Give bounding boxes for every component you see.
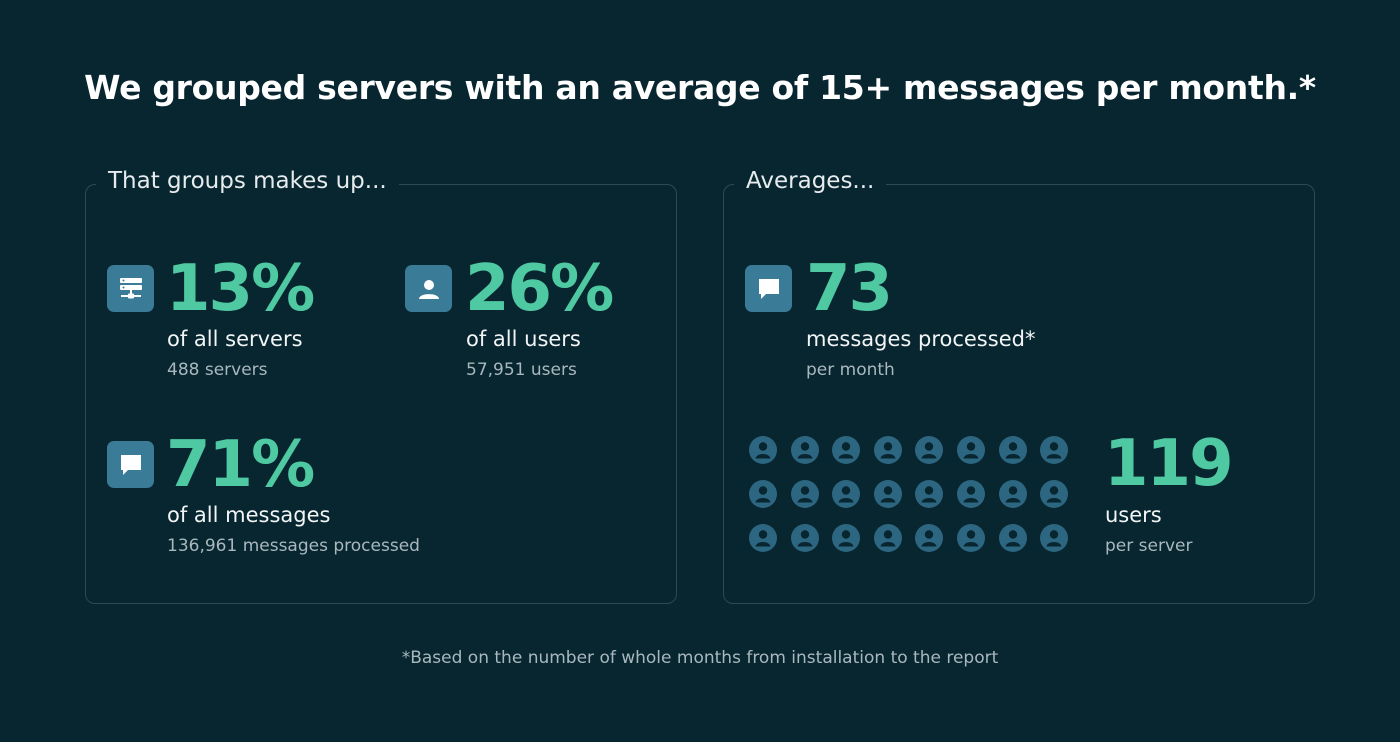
person-icon bbox=[915, 480, 944, 508]
person-icon bbox=[956, 436, 985, 464]
stat-messages-label: of all messages bbox=[167, 503, 331, 527]
message-icon bbox=[107, 441, 154, 488]
stat-messages-value: 71% bbox=[166, 428, 315, 502]
avg-users-value: 119 bbox=[1104, 427, 1234, 501]
person-icon bbox=[749, 524, 777, 552]
person-icon bbox=[998, 436, 1027, 464]
person-icon bbox=[832, 480, 861, 508]
person-icon bbox=[1040, 480, 1069, 508]
person-icon bbox=[998, 480, 1027, 508]
people-grid-icon bbox=[748, 435, 1069, 553]
person-icon bbox=[749, 436, 777, 464]
left-panel: That groups makes up... 13% of all serve… bbox=[85, 168, 677, 604]
person-icon bbox=[1040, 524, 1069, 552]
person-icon bbox=[873, 436, 902, 464]
avg-messages-label: messages processed* bbox=[806, 327, 1036, 351]
headline: We grouped servers with an average of 15… bbox=[84, 68, 1316, 107]
avg-messages-detail: per month bbox=[806, 360, 895, 380]
stat-users-label: of all users bbox=[466, 327, 581, 351]
stat-servers-label: of all servers bbox=[167, 327, 303, 351]
person-icon bbox=[956, 524, 985, 552]
person-icon bbox=[832, 436, 861, 464]
left-panel-title: That groups makes up... bbox=[96, 168, 399, 194]
stat-users-value: 26% bbox=[465, 252, 614, 326]
person-icon bbox=[873, 480, 902, 508]
stat-servers-detail: 488 servers bbox=[167, 360, 268, 380]
right-panel: Averages... 73 messages processed* per m… bbox=[723, 168, 1315, 604]
avg-users-label: users bbox=[1105, 503, 1162, 527]
stat-users-detail: 57,951 users bbox=[466, 360, 577, 380]
message-icon bbox=[745, 265, 792, 312]
person-icon bbox=[915, 436, 944, 464]
stat-messages-detail: 136,961 messages processed bbox=[167, 536, 420, 556]
avg-messages-value: 73 bbox=[806, 252, 893, 326]
person-icon bbox=[790, 524, 819, 552]
user-icon bbox=[405, 265, 452, 312]
person-icon bbox=[749, 480, 777, 508]
person-icon bbox=[790, 480, 819, 508]
person-icon bbox=[915, 524, 944, 552]
person-icon bbox=[1040, 436, 1069, 464]
avg-users-detail: per server bbox=[1105, 536, 1193, 556]
person-icon bbox=[998, 524, 1027, 552]
person-icon bbox=[790, 436, 819, 464]
person-icon bbox=[956, 480, 985, 508]
stat-servers-value: 13% bbox=[166, 252, 315, 326]
person-icon bbox=[832, 524, 861, 552]
person-icon bbox=[873, 524, 902, 552]
right-panel-title: Averages... bbox=[734, 168, 887, 194]
footnote: *Based on the number of whole months fro… bbox=[401, 648, 999, 668]
server-icon bbox=[107, 265, 154, 312]
